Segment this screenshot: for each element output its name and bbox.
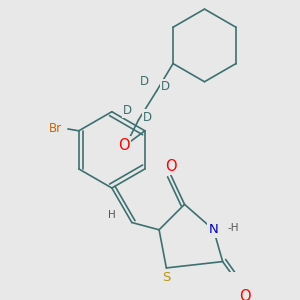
Text: D: D: [143, 111, 152, 124]
Text: -H: -H: [228, 223, 239, 233]
Text: D: D: [123, 104, 132, 117]
Text: H: H: [108, 210, 116, 220]
Text: O: O: [118, 138, 130, 153]
Text: Br: Br: [49, 122, 62, 136]
Text: O: O: [240, 289, 251, 300]
Text: D: D: [161, 80, 170, 93]
Text: D: D: [140, 75, 148, 88]
Text: S: S: [162, 271, 170, 284]
Text: O: O: [165, 159, 177, 174]
Text: N: N: [209, 223, 218, 236]
